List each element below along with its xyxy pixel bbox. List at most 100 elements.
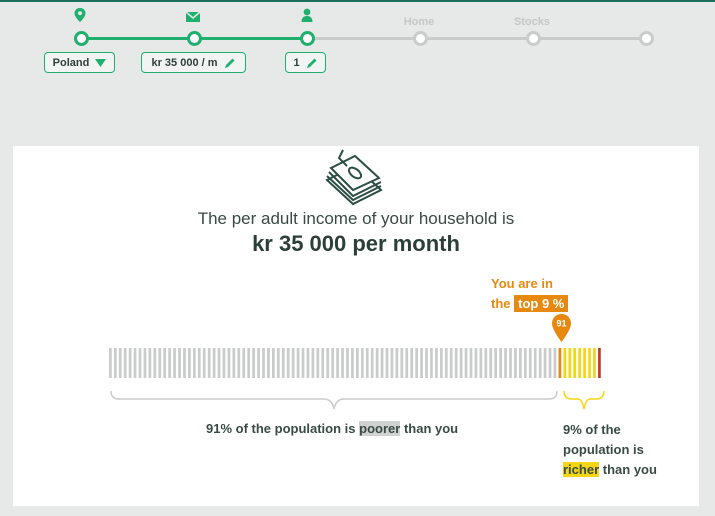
bar-poorer <box>217 348 221 378</box>
richer-line2: population is <box>563 442 644 457</box>
income-edit-button[interactable]: kr 35 000 / m <box>141 52 246 73</box>
bar-poorer <box>415 348 418 378</box>
bar-poorer <box>311 348 315 378</box>
bar-poorer <box>514 348 517 378</box>
percentile-marker: 91 <box>552 314 571 342</box>
progress-track-todo <box>306 37 646 40</box>
bar-poorer <box>341 348 344 378</box>
poorer-prefix: 91% of the population is <box>206 421 356 436</box>
bar-poorer <box>331 348 335 378</box>
bar-poorer <box>326 348 330 378</box>
bar-poorer <box>336 348 339 378</box>
bar-poorer <box>523 348 527 378</box>
step-label-home: Home <box>403 16 435 28</box>
bar-poorer <box>395 348 399 378</box>
bar-poorer <box>528 348 532 378</box>
bar-poorer <box>286 348 290 378</box>
bar-poorer <box>504 348 507 378</box>
bar-poorer <box>148 348 152 378</box>
bar-poorer <box>202 348 206 378</box>
bar-poorer <box>212 348 216 378</box>
bar-poorer <box>128 348 132 378</box>
bar-poorer <box>405 348 409 378</box>
bar-poorer <box>158 348 162 378</box>
result-headline: The per adult income of your household i… <box>197 209 515 228</box>
bar-poorer <box>237 348 241 378</box>
step-node-household[interactable] <box>300 31 315 46</box>
bar-poorer <box>400 348 404 378</box>
bar-poorer <box>499 348 502 378</box>
income-value: kr 35 000 / m <box>151 56 218 69</box>
bar-poorer <box>113 348 117 378</box>
money-icon <box>325 149 383 206</box>
bar-poorer <box>257 348 260 378</box>
bar-poorer <box>370 348 374 378</box>
bar-poorer <box>380 348 384 378</box>
richer-suffix: than you <box>602 462 657 477</box>
bar-poorer <box>449 348 453 378</box>
step-node-stocks[interactable] <box>526 31 541 46</box>
bar-poorer <box>188 348 191 378</box>
bar-richer <box>558 348 562 378</box>
bar-poorer <box>410 348 414 378</box>
bar-poorer <box>197 348 201 378</box>
bar-richer <box>563 348 567 378</box>
step-node-country[interactable] <box>74 31 89 46</box>
bar-poorer <box>306 348 310 378</box>
poorer-suffix: than you <box>403 421 459 436</box>
bar-poorer <box>109 348 112 378</box>
household-value: 1 <box>293 56 300 69</box>
top-percent-callout: You are in the top 9 % <box>491 274 569 314</box>
bar-poorer <box>553 348 557 378</box>
bar-poorer <box>548 348 552 378</box>
step-node-income[interactable] <box>187 31 202 46</box>
bar-richer <box>568 348 572 378</box>
pencil-icon <box>306 58 317 68</box>
bar-poorer <box>454 348 458 378</box>
bar-poorer <box>207 348 211 378</box>
bar-poorer <box>301 348 305 378</box>
household-edit-button[interactable]: 1 <box>285 52 326 73</box>
bar-poorer <box>178 348 181 378</box>
bar-poorer <box>543 348 547 378</box>
bar-poorer <box>494 348 498 378</box>
bar-poorer <box>321 348 325 378</box>
person-icon <box>301 8 313 22</box>
bar-poorer <box>385 348 389 378</box>
bar-poorer <box>163 348 167 378</box>
bar-richer <box>583 348 586 378</box>
step-node-final[interactable] <box>639 31 654 46</box>
bar-poorer <box>425 348 428 378</box>
poorer-brace <box>110 390 558 410</box>
step-node-home[interactable] <box>413 31 428 46</box>
bar-poorer <box>153 348 157 378</box>
bar-poorer <box>272 348 275 378</box>
bar-poorer <box>360 348 364 378</box>
bar-poorer <box>276 348 280 378</box>
bar-poorer <box>484 348 488 378</box>
richer-highlight: richer <box>563 462 600 477</box>
bar-poorer <box>173 348 176 378</box>
bar-poorer <box>375 348 379 378</box>
bar-richer <box>588 348 591 378</box>
bar-poorer <box>365 348 369 378</box>
bar-poorer <box>439 348 443 378</box>
bar-poorer <box>296 348 300 378</box>
bar-poorer <box>538 348 542 378</box>
bar-richer <box>578 348 582 378</box>
location-pin-icon <box>74 8 86 22</box>
bar-poorer <box>430 348 433 378</box>
bar-poorer <box>247 348 251 378</box>
bar-poorer <box>143 348 147 378</box>
bar-poorer <box>346 348 349 378</box>
bar-poorer <box>262 348 265 378</box>
bar-poorer <box>479 348 483 378</box>
bar-poorer <box>138 348 142 378</box>
bar-poorer <box>474 348 478 378</box>
bar-poorer <box>351 348 354 378</box>
bar-richer <box>593 348 596 378</box>
richer-prefix: 9% of the <box>563 422 621 437</box>
bar-poorer <box>420 348 423 378</box>
top-border <box>0 0 715 2</box>
country-dropdown[interactable]: Poland <box>44 52 115 73</box>
